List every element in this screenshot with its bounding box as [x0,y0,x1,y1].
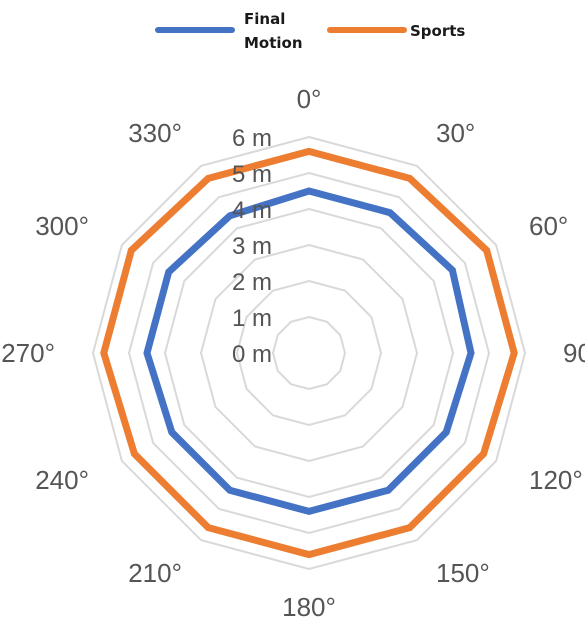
grid-ring [199,243,419,463]
radial-tick-label: 5 m [232,161,272,188]
angle-label: 60° [529,211,568,241]
angle-label: 180° [282,592,336,619]
radial-tick-label: 3 m [232,233,272,260]
legend: Final Motion Sports [155,10,465,52]
series-line-final-motion [143,187,475,516]
grid-ring [127,171,491,535]
angle-label: 300° [35,211,89,241]
grid [91,135,527,571]
radial-tick-label: 1 m [232,305,272,332]
legend-label-final-motion: Final Motion [244,10,303,52]
angle-label: 240° [35,465,89,495]
angle-label: 120° [529,465,583,495]
angle-label: 210° [128,558,182,588]
angle-label: 330° [128,118,182,148]
legend-label-line: Final [244,10,285,28]
angle-label: 30° [436,118,475,148]
legend-label-sports: Sports [410,22,465,40]
series-line-sports [100,147,518,559]
grid-ring [271,315,347,391]
radial-tick-label: 4 m [232,197,272,224]
radial-ticks: 0 m 1 m 2 m 3 m 4 m 5 m 6 m [232,125,272,368]
angle-label: 90° [563,338,585,368]
radial-tick-label: 2 m [232,269,272,296]
radial-tick-label: 0 m [232,341,272,368]
angle-label: 270° [1,338,55,368]
radial-tick-label: 6 m [232,125,272,152]
grid-ring [235,279,383,427]
angle-label: 150° [436,558,490,588]
angle-labels: 0° 30° 60° 90° 120° 150° 180° 210° 240° 270° 300° 3… [1,84,585,619]
legend-label-line: Motion [244,34,303,52]
series [100,147,518,559]
angle-label: 0° [297,84,322,114]
grid-ring [91,135,527,571]
grid-ring [163,207,455,499]
